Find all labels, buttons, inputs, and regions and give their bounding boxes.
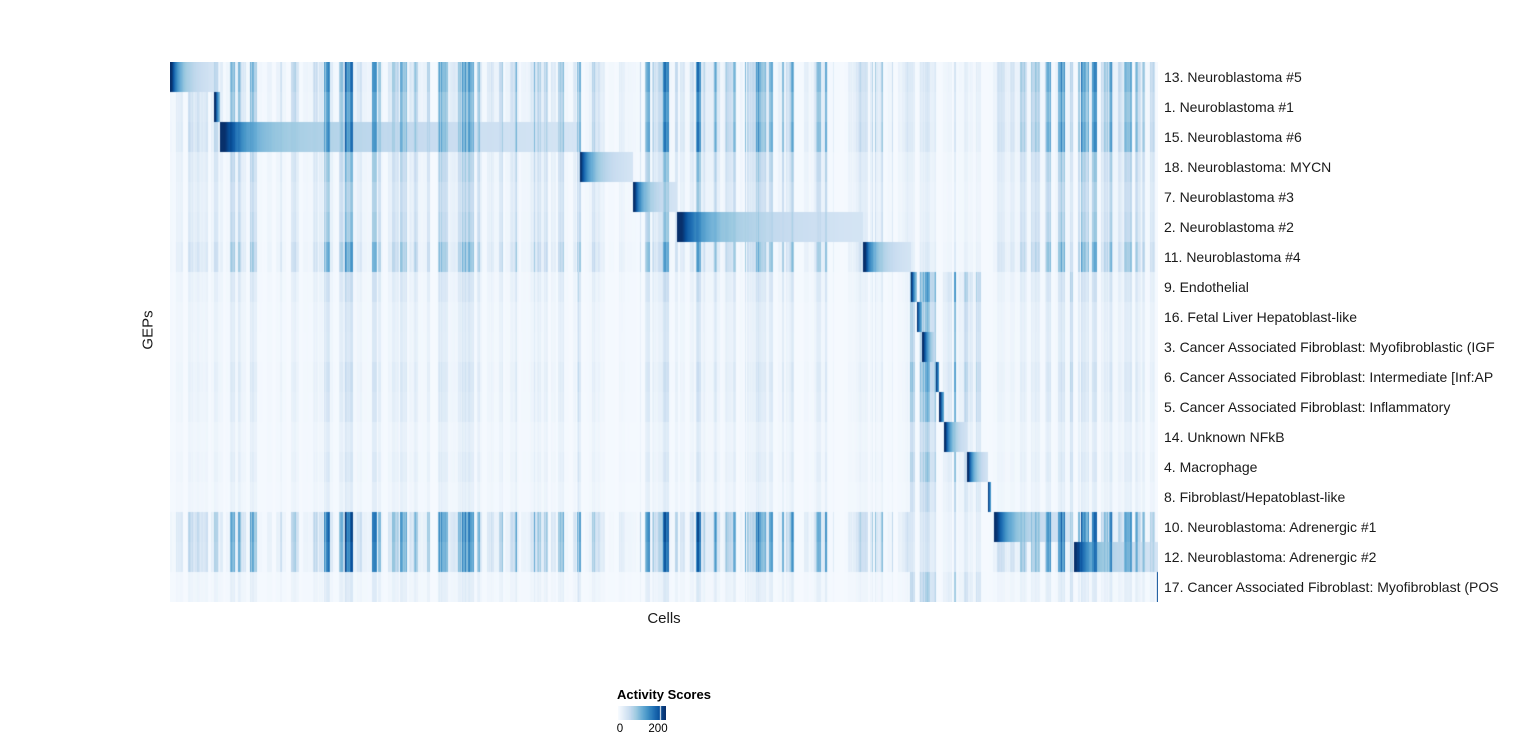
row-label: 10. Neuroblastoma: Adrenergic #1: [1164, 519, 1377, 535]
legend: Activity Scores 0 200: [617, 687, 737, 739]
y-axis-label: GEPs: [139, 310, 157, 350]
row-label: 11. Neuroblastoma #4: [1164, 249, 1301, 265]
row-label: 9. Endothelial: [1164, 279, 1249, 295]
row-label: 5. Cancer Associated Fibroblast: Inflamm…: [1164, 399, 1451, 415]
legend-min-label: 0: [616, 723, 624, 735]
row-label: 18. Neuroblastoma: MYCN: [1164, 159, 1332, 175]
row-label: 3. Cancer Associated Fibroblast: Myofibr…: [1164, 339, 1495, 355]
row-label: 7. Neuroblastoma #3: [1164, 189, 1294, 205]
x-axis-label: Cells: [647, 610, 681, 627]
legend-colorbar: [618, 706, 666, 720]
legend-title: Activity Scores: [617, 687, 711, 702]
row-label: 15. Neuroblastoma #6: [1164, 129, 1302, 145]
legend-max-label: 200: [648, 723, 668, 735]
row-label: 13. Neuroblastoma #5: [1164, 69, 1302, 85]
row-label: 8. Fibroblast/Hepatoblast-like: [1164, 489, 1346, 505]
row-label: 17. Cancer Associated Fibroblast: Myofib…: [1164, 579, 1499, 595]
row-label: 6. Cancer Associated Fibroblast: Interme…: [1164, 369, 1494, 385]
row-label: 2. Neuroblastoma #2: [1164, 219, 1294, 235]
row-label: 1. Neuroblastoma #1: [1164, 99, 1294, 115]
heatmap-canvas: [170, 62, 1158, 602]
row-label: 16. Fetal Liver Hepatoblast-like: [1164, 309, 1357, 325]
row-label: 12. Neuroblastoma: Adrenergic #2: [1164, 549, 1377, 565]
row-label: 14. Unknown NFkB: [1164, 429, 1285, 445]
row-labels: 13. Neuroblastoma #5 1. Neuroblastoma #1 1…: [1164, 62, 1540, 602]
row-label: 4. Macrophage: [1164, 459, 1258, 475]
